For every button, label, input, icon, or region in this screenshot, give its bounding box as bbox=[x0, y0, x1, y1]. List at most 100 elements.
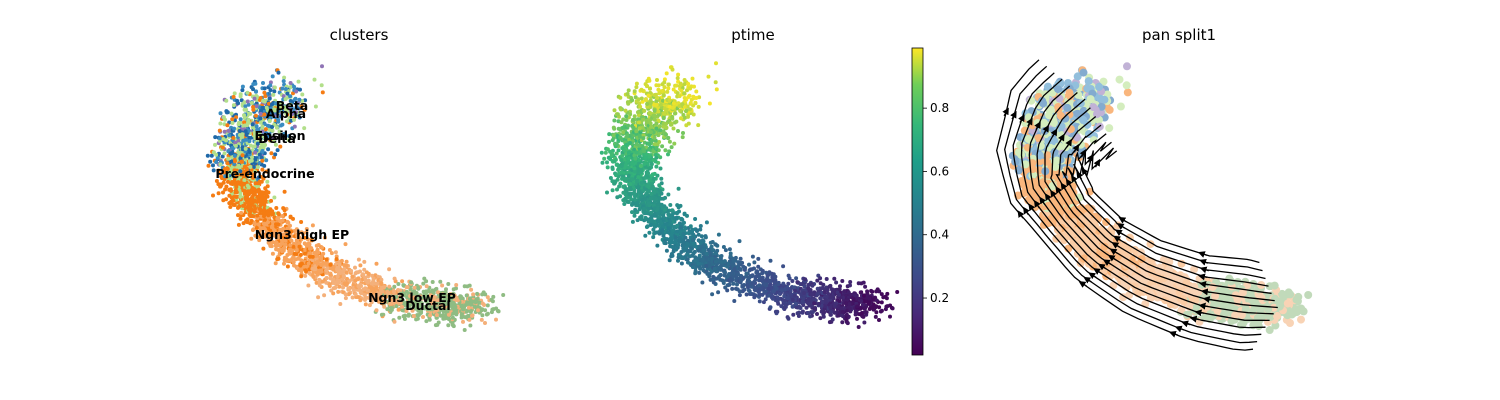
cluster-point bbox=[336, 289, 341, 294]
cluster-point bbox=[344, 259, 349, 264]
cluster-point bbox=[485, 311, 490, 316]
cluster-point bbox=[416, 313, 421, 317]
ptime-point bbox=[635, 185, 640, 190]
ptime-point bbox=[679, 261, 684, 266]
cluster-point bbox=[273, 152, 278, 157]
cluster-point bbox=[362, 292, 367, 297]
ptime-point bbox=[676, 258, 680, 263]
cluster-point bbox=[300, 92, 305, 97]
ptime-point bbox=[682, 82, 687, 86]
cluster-point bbox=[289, 118, 293, 123]
ptime-point bbox=[845, 321, 850, 326]
ptime-point bbox=[699, 234, 704, 239]
ptime-point bbox=[662, 80, 667, 85]
cluster-point bbox=[268, 207, 273, 212]
cluster-point bbox=[476, 308, 480, 313]
ptime-point bbox=[807, 301, 812, 306]
cluster-point bbox=[269, 210, 273, 215]
ptime-point bbox=[622, 202, 627, 206]
ptime-point bbox=[693, 217, 698, 221]
cluster-point bbox=[209, 153, 214, 158]
cluster-point bbox=[317, 283, 322, 288]
cluster-point bbox=[252, 187, 257, 192]
ptime-point bbox=[661, 115, 666, 120]
ptime-point bbox=[624, 142, 629, 147]
cluster-point bbox=[242, 100, 247, 105]
cluster-point bbox=[297, 268, 302, 273]
cluster-point bbox=[249, 236, 254, 241]
ptime-point bbox=[621, 130, 626, 135]
ptime-point bbox=[879, 300, 884, 305]
ptime-point bbox=[623, 192, 628, 197]
cluster-point bbox=[282, 261, 286, 266]
ptime-point bbox=[781, 281, 786, 286]
cluster-point bbox=[238, 194, 243, 199]
cluster-point bbox=[412, 285, 417, 290]
ptime-point bbox=[874, 304, 879, 309]
ptime-point bbox=[690, 76, 695, 81]
cluster-point bbox=[257, 230, 262, 235]
cluster-point bbox=[328, 262, 333, 267]
ptime-point bbox=[818, 296, 823, 301]
cluster-point bbox=[275, 216, 280, 221]
ptime-point bbox=[676, 129, 680, 133]
ptime-point bbox=[798, 306, 803, 310]
ptime-point bbox=[855, 316, 859, 321]
cluster-point bbox=[243, 137, 248, 142]
ptime-point bbox=[664, 71, 669, 76]
ptime-point bbox=[863, 284, 868, 289]
cluster-point bbox=[258, 96, 263, 100]
cluster-point bbox=[245, 183, 250, 188]
ptime-point bbox=[786, 316, 791, 321]
cluster-point bbox=[343, 292, 348, 297]
ptime-point bbox=[759, 277, 764, 282]
ptime-point bbox=[718, 277, 723, 282]
cluster-point bbox=[414, 317, 419, 322]
cluster-point bbox=[242, 123, 247, 128]
cluster-point bbox=[228, 151, 233, 156]
cluster-point bbox=[242, 178, 247, 183]
cluster-point bbox=[265, 194, 270, 199]
ptime-point bbox=[840, 279, 845, 283]
ptime-point bbox=[670, 244, 675, 249]
ptime-point bbox=[654, 145, 659, 150]
ptime-point bbox=[794, 276, 799, 281]
cluster-point bbox=[261, 176, 266, 181]
ptime-point bbox=[713, 80, 718, 85]
cluster-point bbox=[262, 86, 267, 91]
cluster-point bbox=[467, 296, 472, 301]
ptime-point bbox=[649, 162, 654, 167]
cluster-point bbox=[224, 138, 229, 143]
ptime-point bbox=[680, 135, 685, 140]
ptime-point bbox=[714, 61, 718, 66]
cluster-point bbox=[262, 226, 267, 231]
ptime-point bbox=[605, 165, 610, 170]
cluster-point bbox=[228, 205, 233, 209]
cluster-point bbox=[240, 84, 245, 89]
ptime-point bbox=[651, 235, 656, 240]
cluster-point bbox=[285, 119, 289, 124]
cluster-point bbox=[442, 316, 447, 321]
ptime-point bbox=[669, 145, 674, 150]
cluster-point bbox=[217, 128, 222, 133]
ptime-point bbox=[707, 101, 712, 106]
ptime-point bbox=[786, 273, 791, 278]
cluster-point bbox=[316, 250, 321, 255]
cluster-point bbox=[432, 294, 437, 299]
ptime-point bbox=[599, 150, 604, 155]
cluster-point bbox=[344, 282, 349, 286]
ptime-point bbox=[816, 301, 821, 306]
ptime-point bbox=[612, 108, 617, 113]
ptime-point bbox=[640, 198, 644, 203]
cluster-point bbox=[313, 104, 318, 109]
cluster-point bbox=[305, 237, 310, 242]
ptime-point bbox=[837, 299, 842, 304]
cluster-point bbox=[246, 120, 251, 125]
cluster-point bbox=[250, 195, 255, 200]
cluster-point bbox=[266, 231, 271, 236]
cluster-point bbox=[387, 267, 392, 272]
cluster-point bbox=[248, 209, 252, 214]
cluster-point bbox=[282, 208, 287, 213]
cluster-point bbox=[237, 129, 242, 133]
ptime-point bbox=[626, 123, 631, 128]
